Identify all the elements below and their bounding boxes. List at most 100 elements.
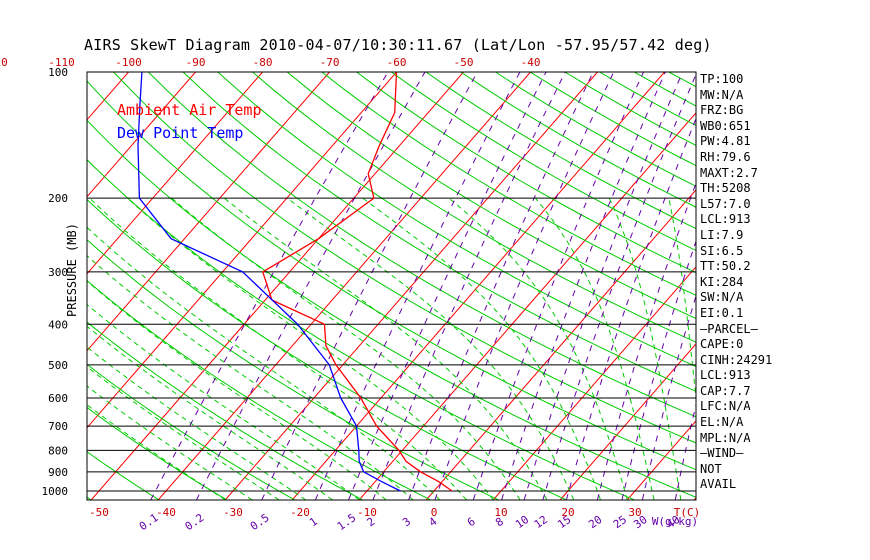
- moist-adiabat-line: [87, 303, 360, 500]
- index-item: —WIND—: [700, 446, 744, 461]
- index-item: SW:N/A: [700, 290, 744, 305]
- dry-adiabat-line: [87, 279, 431, 500]
- isotherm-line: [157, 72, 531, 500]
- mixing-ratio-tick-label: 15: [555, 513, 573, 531]
- moist-adiabat-line: [87, 254, 414, 500]
- mixing-ratio-line: [542, 73, 696, 500]
- moist-adiabat-line: [286, 197, 575, 500]
- dry-adiabat-line: [391, 72, 696, 251]
- index-item: WB0:651: [700, 118, 751, 133]
- pressure-tick-label: 1000: [42, 485, 69, 498]
- top-temperature-tick-label: -70: [320, 56, 340, 69]
- dry-adiabat-line: [87, 198, 567, 500]
- pressure-tick-label: 700: [48, 420, 68, 433]
- air-temp-line: [262, 72, 453, 492]
- bottom-temperature-tick-label: 10: [494, 506, 507, 519]
- moist-adiabat-line: [87, 325, 333, 500]
- pressure-tick-label: 300: [48, 266, 68, 279]
- index-item: —PARCEL—: [700, 321, 758, 336]
- isotherm-line: [492, 266, 696, 500]
- index-item: EI:0.1: [700, 305, 744, 320]
- moist-adiabat-line: [127, 197, 494, 500]
- mixing-ratio-tick-label: 6: [465, 515, 478, 529]
- y-axis-label: PRESSURE (MB): [65, 223, 79, 317]
- bottom-temperature-tick-label: 30: [628, 506, 641, 519]
- moist-adiabat-lines: [87, 197, 696, 500]
- index-item: RH:79.6: [700, 149, 751, 164]
- mixing-ratio-tick-label: 4: [426, 515, 439, 530]
- mixing-ratio-line: [408, 72, 594, 500]
- pressure-tick-label: 600: [48, 392, 68, 405]
- isotherm-line: [87, 72, 397, 429]
- mixing-ratio-tick-label: 1.5: [335, 511, 359, 533]
- dry-adiabat-line: [87, 80, 696, 471]
- pressure-tick-label: 400: [48, 318, 68, 331]
- moist-adiabat-line: [87, 366, 280, 500]
- isotherm-line: [87, 72, 330, 352]
- isotherm-line: [224, 72, 598, 500]
- index-item: MW:N/A: [700, 87, 744, 102]
- mixing-ratio-tick-label: 1: [307, 515, 320, 529]
- index-item: FRZ:BG: [700, 103, 744, 118]
- mixing-ratio-line: [565, 117, 696, 500]
- index-item: L57:7.0: [700, 196, 751, 211]
- mixing-ratio-tick-label: 3: [400, 515, 413, 529]
- top-temperature-tick-label: -110: [48, 56, 75, 69]
- mixing-ratio-tick-label: 0.5: [248, 511, 272, 533]
- dry-adiabat-line: [773, 72, 870, 500]
- dry-adiabat-line: [113, 72, 696, 444]
- isotherm-line: [87, 72, 196, 198]
- top-temperature-tick-label: -120: [0, 56, 8, 69]
- moist-adiabat-line: [87, 385, 253, 500]
- dry-adiabat-line: [217, 72, 696, 368]
- moist-adiabat-line: [87, 346, 306, 500]
- top-temperature-tick-label: -100: [115, 56, 142, 69]
- mixing-ratio-line: [196, 72, 426, 500]
- mixing-ratio-tick-label: 40: [664, 513, 682, 531]
- mixing-ratio-lines: [150, 72, 696, 500]
- legend-air-temp: Ambient Air Temp: [117, 101, 262, 119]
- mixing-ratio-line: [596, 181, 696, 500]
- dry-adiabat-line: [460, 72, 696, 208]
- dry-adiabat-line: [286, 72, 696, 320]
- dry-adiabat-line: [356, 72, 696, 274]
- index-item: LCL:913: [700, 212, 751, 227]
- mixing-ratio-tick-label: 10: [513, 513, 531, 531]
- index-item: KI:284: [700, 274, 744, 289]
- pressure-tick-label: 900: [48, 466, 68, 479]
- dry-adiabat-line: [252, 72, 696, 343]
- index-item: SI:6.5: [700, 243, 744, 258]
- mixing-ratio-tick-labels: 0.1 0.2 0.5 1 1.5 2 3 4 6 8 10 12 15 20 25 30 40W(g/kg): [137, 511, 698, 533]
- bottom-temperature-tick-label: -30: [223, 506, 243, 519]
- pressure-tick-label: 200: [48, 192, 68, 205]
- index-item: CAPE:0: [700, 337, 744, 352]
- mixing-ratio-tick-label: 12: [532, 513, 550, 531]
- top-temperature-tick-labels: -120 -110 -100 -90 -80 -70 -60 -50 -40: [0, 56, 540, 69]
- dry-adiabat-line: [87, 321, 363, 500]
- moist-adiabat-line: [87, 280, 387, 500]
- top-temperature-tick-label: -50: [454, 56, 474, 69]
- dry-adiabat-line: [808, 72, 870, 500]
- mixing-ratio-unit-label: W(g/kg): [652, 515, 698, 528]
- index-item: CINH:24291: [700, 352, 773, 367]
- mixing-ratio-line: [372, 72, 566, 500]
- dry-adiabat-line: [842, 72, 870, 500]
- isotherm-line: [828, 72, 870, 500]
- isotherm-line: [0, 72, 62, 500]
- index-item: NOT: [700, 461, 722, 476]
- mixing-ratio-line: [621, 239, 696, 500]
- pressure-tick-label: 100: [48, 66, 68, 79]
- isotherm-line: [87, 72, 263, 275]
- isotherm-line: [559, 343, 696, 500]
- pressure-tick-labels: 100 200 300 400 500 600 700 800 900 1000: [42, 66, 69, 498]
- index-item: LFC:N/A: [700, 399, 751, 414]
- index-item: CAP:7.7: [700, 383, 751, 398]
- bottom-temperature-tick-label: -20: [290, 506, 310, 519]
- top-temperature-tick-label: -40: [521, 56, 541, 69]
- moist-adiabat-line: [89, 197, 467, 500]
- bottom-temperature-tick-labels: -50 -40 -30 -20 -10 0 10 20 30 T(C): [89, 506, 700, 519]
- dry-adiabat-line: [182, 72, 696, 392]
- bottom-temperature-tick-label: 0: [431, 506, 438, 519]
- dry-adiabat-line: [87, 159, 635, 500]
